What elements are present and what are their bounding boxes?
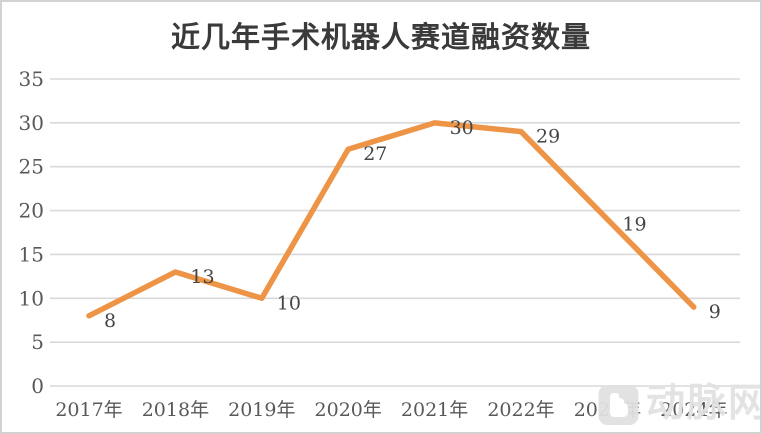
y-tick-label: 10 [19, 286, 44, 310]
data-label: 10 [277, 292, 301, 314]
x-tick-label: 2023年 [574, 399, 641, 421]
data-label: 19 [622, 213, 646, 235]
data-label: 27 [363, 143, 387, 165]
x-tick-label: 2022年 [487, 399, 554, 421]
y-tick-label: 20 [19, 199, 44, 223]
data-label: 29 [536, 126, 560, 148]
x-tick-label: 2017年 [55, 399, 122, 421]
y-tick-label: 25 [19, 155, 44, 179]
data-label: 8 [104, 310, 116, 332]
x-tick-label: 2021年 [401, 399, 468, 421]
data-label: 30 [450, 117, 474, 139]
x-tick-label: 2024年 [660, 399, 727, 421]
chart-title: 近几年手术机器人赛道融资数量 [170, 20, 591, 54]
x-tick-label: 2019年 [228, 399, 295, 421]
y-tick-label: 35 [19, 67, 44, 91]
data-line [86, 120, 697, 319]
y-tick-label: 5 [31, 330, 44, 354]
y-tick-label: 15 [19, 242, 44, 266]
x-tick-label: 2018年 [142, 399, 209, 421]
y-tick-label: 0 [31, 374, 44, 398]
data-label: 9 [709, 301, 721, 323]
data-label: 13 [190, 266, 214, 288]
x-tick-label: 2020年 [315, 399, 382, 421]
y-tick-label: 30 [19, 111, 44, 135]
